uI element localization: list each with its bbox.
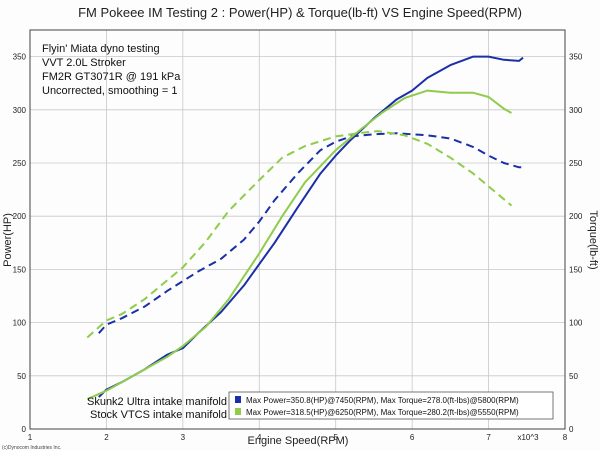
series-group [86, 55, 524, 401]
torque-line-skunk2 [98, 132, 523, 334]
annotation-line: FM2R GT3071R @ 191 kPa [42, 71, 181, 83]
y-tick-label-right: 250 [569, 159, 583, 168]
y-tick-label-right: 150 [569, 265, 583, 274]
y-tick-label-left: 200 [13, 212, 27, 221]
legend-name-skunk2: Skunk2 Ultra intake manifold [87, 396, 227, 408]
y-tick-label-left: 300 [13, 106, 27, 115]
y-tick-label-right: 50 [569, 372, 578, 381]
y-tick-label-right: 0 [569, 425, 574, 434]
y-tick-label-right: 350 [569, 53, 583, 62]
legend: Max Power=350.8(HP)@7450(RPM), Max Torqu… [87, 391, 554, 421]
x-tick-label: 1 [28, 433, 33, 442]
x-tick-label: 8 [563, 433, 568, 442]
y-tick-label-left: 0 [22, 425, 27, 434]
copyright-text: (c)Dynocom Industries Inc. [2, 445, 61, 451]
y-tick-label-right: 200 [569, 212, 583, 221]
annotation-block: Flyin' Miata dyno testing VVT 2.0L Strok… [42, 43, 181, 97]
x-axis-multiplier: x10^3 [517, 433, 539, 442]
x-tick-label: 5 [333, 433, 338, 442]
legend-name-stock: Stock VTCS intake manifold [90, 409, 227, 421]
chart-title: FM Pokeee IM Testing 2 : Power(HP) & Tor… [78, 5, 522, 20]
x-axis-label: Engine Speed(RPM) [248, 435, 349, 447]
power-line-stock [86, 89, 512, 401]
grid [30, 30, 565, 429]
x-tick-label: 7 [486, 433, 491, 442]
legend-summary-stock: Max Power=318.5(HP)@6250(RPM), Max Torqu… [246, 408, 519, 417]
annotation-line: VVT 2.0L Stroker [42, 57, 126, 69]
x-tick-label: 3 [181, 433, 186, 442]
x-tick-label: 6 [410, 433, 415, 442]
y-tick-label-left: 150 [13, 265, 27, 274]
y-tick-label-right: 100 [569, 319, 583, 328]
y-axis-label-right: Torque(lb-ft) [587, 210, 599, 269]
legend-swatch-stock [235, 408, 241, 415]
x-tick-label: 2 [104, 433, 109, 442]
annotation-line: Uncorrected, smoothing = 1 [42, 85, 177, 97]
plot-frame [29, 29, 566, 430]
torque-line-stock [86, 130, 513, 339]
y-tick-label-left: 350 [13, 53, 27, 62]
legend-summary-skunk2: Max Power=350.8(HP)@7450(RPM), Max Torqu… [246, 396, 519, 405]
power-line-skunk2 [98, 55, 524, 398]
legend-swatch-skunk2 [235, 396, 241, 403]
y-tick-label-left: 250 [13, 159, 27, 168]
y-tick-label-left: 50 [17, 372, 26, 381]
y-axis-label-left: Power(HP) [2, 213, 14, 267]
y-tick-label-right: 300 [569, 106, 583, 115]
annotation-line: Flyin' Miata dyno testing [42, 43, 160, 55]
y-tick-label-left: 100 [13, 319, 27, 328]
legend-box [228, 391, 554, 420]
x-tick-label: 4 [257, 433, 262, 442]
